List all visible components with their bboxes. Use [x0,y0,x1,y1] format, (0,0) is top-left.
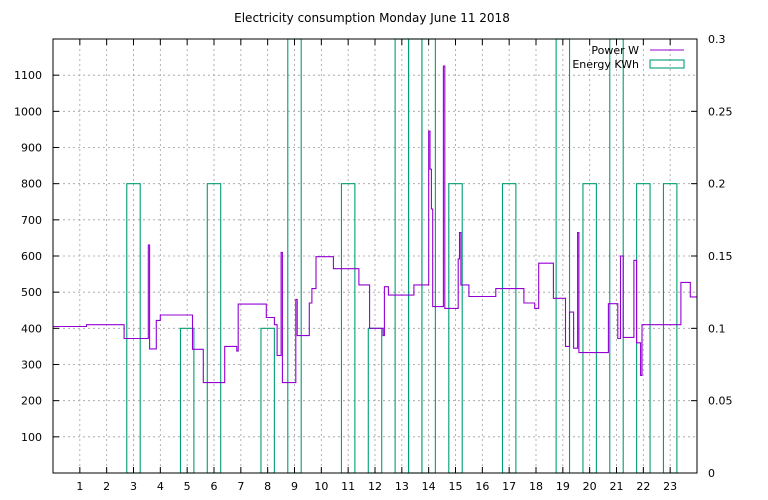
y-left-tick-label: 400 [21,322,42,335]
y-left-tick-label: 800 [21,178,42,191]
x-tick-label: 16 [475,480,489,493]
y-left-tick-label: 600 [21,250,42,263]
x-tick-label: 11 [341,480,355,493]
chart-title: Electricity consumption Monday June 11 2… [234,11,510,25]
axes: 1 2 3 4 5 6 7 8 9 10 11 12 13 14 15 16 17 18 19 20 21 22 23100… [14,33,733,493]
x-tick-label: 20 [583,480,597,493]
y-right-tick-label: 0.05 [708,395,733,408]
y-left-tick-label: 1000 [14,105,42,118]
x-tick-label: 1 [76,480,83,493]
y-left-tick-label: 300 [21,359,42,372]
x-tick-label: 22 [636,480,650,493]
x-tick-label: 12 [368,480,382,493]
legend-label-energy: Energy KWh [572,58,639,71]
x-tick-label: 3 [130,480,137,493]
x-tick-label: 9 [291,480,298,493]
y-left-tick-label: 700 [21,214,42,227]
y-left-tick-label: 200 [21,395,42,408]
x-tick-label: 10 [314,480,328,493]
x-tick-label: 6 [211,480,218,493]
x-tick-label: 23 [663,480,677,493]
y-left-tick-label: 900 [21,142,42,155]
y-right-tick-label: 0.15 [708,250,733,263]
grid [53,39,697,473]
x-tick-label: 5 [184,480,191,493]
y-left-tick-label: 1100 [14,69,42,82]
legend-swatch-energy [649,59,685,69]
x-tick-label: 7 [237,480,244,493]
y-right-tick-label: 0.25 [708,105,733,118]
x-tick-label: 14 [422,480,436,493]
x-tick-label: 19 [556,480,570,493]
power-line [53,65,697,384]
x-tick-label: 13 [395,480,409,493]
y-right-tick-label: 0 [708,467,715,480]
x-tick-label: 2 [103,480,110,493]
y-left-tick-label: 100 [21,431,42,444]
x-tick-label: 17 [502,480,516,493]
y-right-tick-label: 0.2 [708,178,726,191]
x-tick-label: 4 [157,480,164,493]
x-tick-label: 15 [449,480,463,493]
legend-label-power: Power W [591,44,639,57]
x-tick-label: 18 [529,480,543,493]
y-right-tick-label: 0.1 [708,322,726,335]
x-tick-label: 8 [264,480,271,493]
x-tick-label: 21 [610,480,624,493]
power-series [53,65,697,384]
y-right-tick-label: 0.3 [708,33,726,46]
y-left-tick-label: 500 [21,286,42,299]
